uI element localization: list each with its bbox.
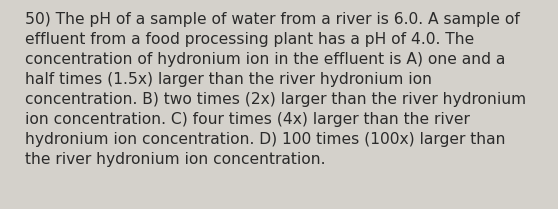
Text: 50) The pH of a sample of water from a river is 6.0. A sample of
effluent from a: 50) The pH of a sample of water from a r… (25, 12, 526, 167)
